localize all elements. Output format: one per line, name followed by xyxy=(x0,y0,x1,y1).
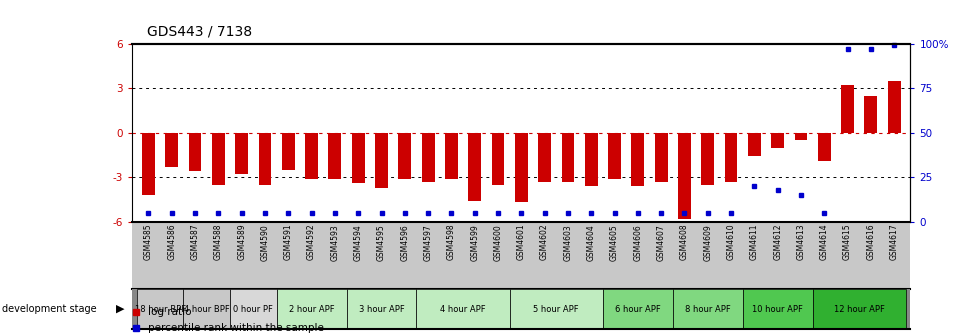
Text: 4 hour APF: 4 hour APF xyxy=(440,305,485,313)
Bar xyxy=(510,289,602,329)
Bar xyxy=(678,133,690,219)
Bar xyxy=(584,133,597,186)
Bar xyxy=(137,289,183,329)
Text: GSM4587: GSM4587 xyxy=(191,224,200,260)
Text: 8 hour APF: 8 hour APF xyxy=(685,305,730,313)
Bar xyxy=(329,133,341,179)
Text: 12 hour APF: 12 hour APF xyxy=(833,305,884,313)
Text: GSM4597: GSM4597 xyxy=(423,224,432,260)
Text: GDS443 / 7138: GDS443 / 7138 xyxy=(147,25,251,39)
Text: GSM4617: GSM4617 xyxy=(889,224,898,260)
Text: GSM4585: GSM4585 xyxy=(144,224,153,260)
Bar xyxy=(561,133,574,182)
Bar xyxy=(398,133,411,179)
Text: GSM4591: GSM4591 xyxy=(284,224,292,260)
Text: 2 hour APF: 2 hour APF xyxy=(289,305,334,313)
Text: GSM4616: GSM4616 xyxy=(866,224,874,260)
Text: GSM4593: GSM4593 xyxy=(330,224,339,260)
Bar xyxy=(672,289,742,329)
Bar xyxy=(277,289,346,329)
Bar xyxy=(445,133,458,179)
Bar xyxy=(514,133,527,203)
Text: GSM4606: GSM4606 xyxy=(633,224,642,260)
Bar xyxy=(538,133,551,182)
Text: GSM4594: GSM4594 xyxy=(353,224,362,260)
Bar xyxy=(416,289,510,329)
Bar xyxy=(724,133,736,182)
Bar xyxy=(771,133,783,148)
Text: 10 hour APF: 10 hour APF xyxy=(751,305,802,313)
Text: 18 hour BPF: 18 hour BPF xyxy=(134,305,186,313)
Text: GSM4608: GSM4608 xyxy=(680,224,689,260)
Text: GSM4598: GSM4598 xyxy=(446,224,456,260)
Text: GSM4613: GSM4613 xyxy=(796,224,805,260)
Text: GSM4590: GSM4590 xyxy=(260,224,269,260)
Bar xyxy=(864,96,876,133)
Bar xyxy=(258,133,271,185)
Bar xyxy=(212,133,225,185)
Text: percentile rank within the sample: percentile rank within the sample xyxy=(148,323,324,333)
Bar xyxy=(230,289,277,329)
Text: GSM4599: GSM4599 xyxy=(469,224,478,260)
Text: GSM4604: GSM4604 xyxy=(586,224,596,260)
Text: GSM4610: GSM4610 xyxy=(726,224,734,260)
Text: GSM4588: GSM4588 xyxy=(213,224,223,260)
Bar xyxy=(351,133,364,183)
Text: GSM4612: GSM4612 xyxy=(773,224,781,260)
Text: development stage: development stage xyxy=(2,304,97,314)
Bar xyxy=(282,133,294,170)
Bar xyxy=(602,289,672,329)
Bar xyxy=(305,133,318,179)
Text: GSM4603: GSM4603 xyxy=(563,224,572,260)
Text: GSM4595: GSM4595 xyxy=(377,224,385,260)
Bar xyxy=(607,133,620,179)
Text: GSM4586: GSM4586 xyxy=(167,224,176,260)
Text: GSM4601: GSM4601 xyxy=(516,224,525,260)
Text: GSM4609: GSM4609 xyxy=(702,224,712,260)
Bar xyxy=(654,133,667,182)
Text: GSM4615: GSM4615 xyxy=(842,224,851,260)
Bar xyxy=(631,133,644,186)
Text: 4 hour BPF: 4 hour BPF xyxy=(184,305,230,313)
Text: GSM4589: GSM4589 xyxy=(237,224,245,260)
Text: GSM4592: GSM4592 xyxy=(307,224,316,260)
Text: GSM4614: GSM4614 xyxy=(819,224,828,260)
Bar xyxy=(422,133,434,182)
Bar xyxy=(467,133,480,201)
Bar xyxy=(189,133,201,171)
Bar xyxy=(235,133,247,174)
Bar xyxy=(346,289,416,329)
Bar xyxy=(700,133,713,185)
Bar xyxy=(491,133,504,185)
Bar xyxy=(142,133,155,195)
Bar xyxy=(183,289,230,329)
Text: GSM4596: GSM4596 xyxy=(400,224,409,260)
Text: GSM4607: GSM4607 xyxy=(656,224,665,260)
Text: GSM4605: GSM4605 xyxy=(609,224,618,260)
Bar xyxy=(794,133,807,140)
Text: GSM4600: GSM4600 xyxy=(493,224,502,260)
Bar xyxy=(375,133,387,187)
Text: log ratio: log ratio xyxy=(148,307,191,317)
Text: GSM4602: GSM4602 xyxy=(540,224,549,260)
Text: 0 hour PF: 0 hour PF xyxy=(233,305,273,313)
Bar xyxy=(817,133,829,161)
Bar xyxy=(747,133,760,157)
Text: GSM4611: GSM4611 xyxy=(749,224,758,260)
Bar xyxy=(812,289,905,329)
Bar xyxy=(742,289,812,329)
Bar xyxy=(165,133,178,167)
Bar xyxy=(887,81,900,133)
Text: 6 hour APF: 6 hour APF xyxy=(614,305,660,313)
Bar xyxy=(840,85,853,133)
Text: 3 hour APF: 3 hour APF xyxy=(358,305,404,313)
Text: 5 hour APF: 5 hour APF xyxy=(533,305,579,313)
Text: ▶: ▶ xyxy=(115,304,124,314)
